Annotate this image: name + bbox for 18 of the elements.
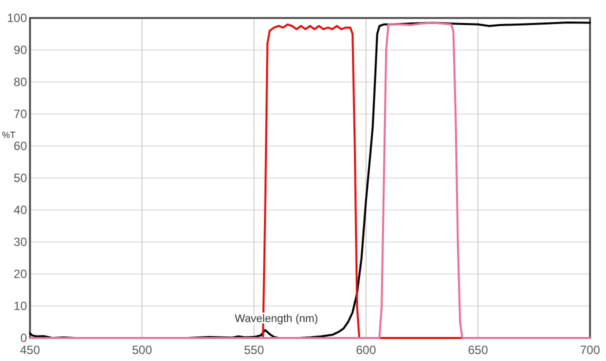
x-tick-label: 700: [580, 343, 600, 357]
y-tick-label: 100: [6, 11, 28, 26]
y-tick-label: 90: [14, 43, 28, 58]
y-tick-label: 60: [14, 139, 28, 154]
x-tick-label: 650: [468, 343, 488, 357]
y-tick-label: 0: [20, 331, 28, 346]
y-tick-label: 70: [14, 107, 28, 122]
y-tick-label: 10: [14, 299, 28, 314]
x-tick-label: 550: [244, 343, 264, 357]
y-tick-label: 40: [14, 203, 28, 218]
y-tick-label: 30: [14, 235, 28, 250]
x-tick-label: 600: [356, 343, 376, 357]
x-tick-label: 500: [132, 343, 152, 357]
y-tick-label: 20: [14, 267, 28, 282]
y-axis-title: %T: [2, 130, 16, 140]
y-tick-label: 80: [14, 75, 28, 90]
x-tick-label: 450: [20, 343, 40, 357]
y-tick-label: 50: [14, 171, 28, 186]
